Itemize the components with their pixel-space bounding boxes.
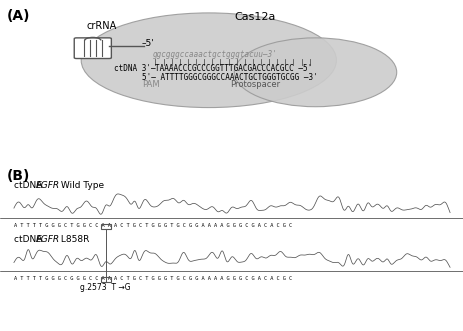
- Text: EGFR: EGFR: [36, 181, 60, 190]
- Text: g.2573  T →G: g.2573 T →G: [80, 283, 131, 293]
- Text: Cas12a: Cas12a: [234, 12, 275, 22]
- Text: –5': –5': [141, 39, 154, 48]
- Text: Protospacer: Protospacer: [230, 80, 280, 89]
- Text: PAM: PAM: [142, 80, 159, 89]
- Text: ggcgggccaaactgctgggtacuu–3': ggcgggccaaactgctgggtacuu–3': [153, 50, 277, 59]
- FancyBboxPatch shape: [74, 38, 111, 59]
- Text: ctDNA: ctDNA: [14, 235, 45, 245]
- Text: 5'– ATTTTGGGCGGGCCAAACTGCTGGGTGCGG –3': 5'– ATTTTGGGCGGGCCAAACTGCTGGGTGCGG –3': [141, 73, 317, 82]
- Text: ctDNA: ctDNA: [14, 181, 45, 190]
- Text: L858R: L858R: [58, 235, 89, 245]
- Text: A T T T T G G G C T G G C C A A A C T G C T G G G T G C G G A A A A G G G C G A : A T T T T G G G C T G G C C A A A C T G …: [14, 223, 291, 228]
- Text: A T T T T G G G C G G G C C A A A C T G C T G G G T G C G G A A A A G G G C G A : A T T T T G G G C G G G C C A A A C T G …: [14, 276, 291, 281]
- Bar: [100, 277, 111, 282]
- Bar: [100, 224, 111, 229]
- Ellipse shape: [81, 13, 336, 108]
- Text: EGFR: EGFR: [36, 235, 60, 245]
- Text: (A): (A): [7, 9, 31, 23]
- Text: Wild Type: Wild Type: [58, 181, 104, 190]
- Ellipse shape: [234, 38, 396, 107]
- Text: ctDNA 3'–: ctDNA 3'–: [113, 64, 155, 73]
- Text: crRNA: crRNA: [87, 21, 117, 31]
- Text: (B): (B): [7, 169, 30, 183]
- Text: TAAAACCCGCCCGGTTTGACGACCCACGCC –5': TAAAACCCGCCCGGTTTGACGACCCACGCC –5': [155, 64, 312, 73]
